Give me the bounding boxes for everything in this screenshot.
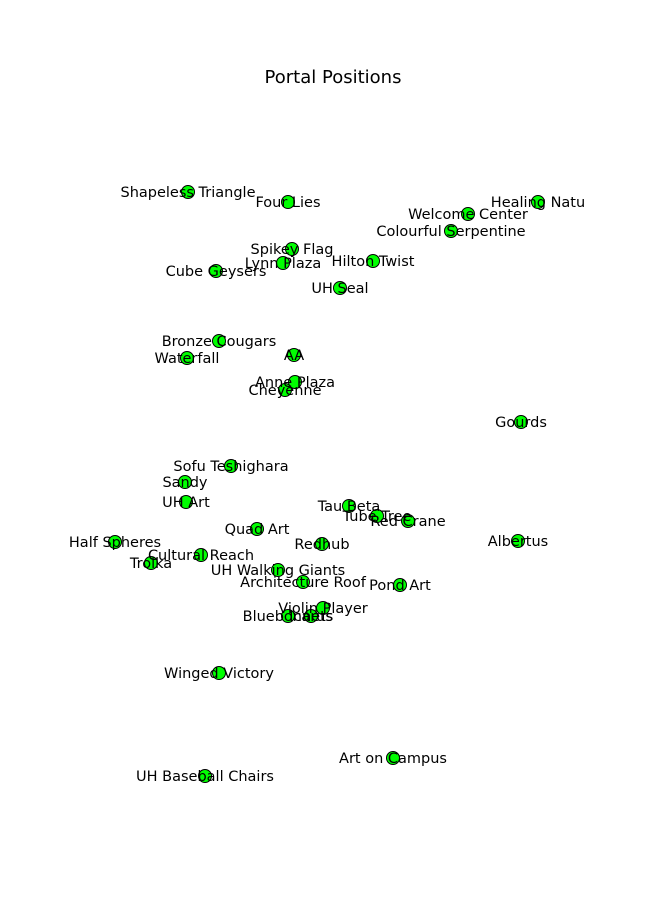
scatter-point [194, 548, 208, 562]
scatter-point [366, 254, 380, 268]
scatter-point [444, 224, 458, 238]
point-label: Redhub [294, 537, 349, 553]
point-label: Four Lies [255, 195, 320, 211]
scatter-point [198, 769, 212, 783]
point-label: Tube Tree [342, 509, 412, 525]
point-label: Anne Plaza [255, 375, 335, 391]
point-label: UH Baseball Chairs [136, 769, 274, 785]
scatter-point [514, 415, 528, 429]
point-label: Pond Art [369, 578, 431, 594]
point-label: Healing Natu [491, 195, 585, 211]
point-label: Cultural Reach [148, 548, 254, 564]
point-label: AA [284, 348, 304, 364]
scatter-point [304, 609, 318, 623]
point-label: Bronze Cougars [162, 334, 277, 350]
scatter-point [401, 514, 415, 528]
point-label: Albertus [488, 534, 548, 550]
scatter-point [278, 383, 292, 397]
scatter-point [108, 535, 122, 549]
scatter-point [180, 351, 194, 365]
scatter-point [209, 264, 223, 278]
point-label: UH Art [162, 495, 210, 511]
point-label: Gourds [495, 415, 547, 431]
scatter-point [276, 256, 290, 270]
point-label: UH Seal [311, 281, 368, 297]
scatter-point [288, 375, 302, 389]
scatter-point [250, 522, 264, 536]
point-label: Architecture Roof [240, 575, 367, 591]
scatter-point [212, 666, 226, 680]
scatter-point [287, 348, 301, 362]
point-label: Violin Player [278, 601, 368, 617]
scatter-point [333, 281, 347, 295]
chart-title: Portal Positions [265, 67, 402, 88]
scatter-point [179, 495, 193, 509]
scatter-point [316, 601, 330, 615]
scatter-point [144, 556, 158, 570]
point-label: UH Walking Giants [211, 563, 345, 579]
point-label: Spikey Flag [251, 242, 334, 258]
point-label: Troika [129, 556, 172, 572]
scatter-point [224, 459, 238, 473]
points-layer: UH Baseball Chairs Art on Campus Winged Vi… [69, 185, 585, 785]
scatter-point [178, 475, 192, 489]
point-label: Art on Campus [339, 751, 447, 767]
point-label: Sandy [162, 475, 207, 491]
point-label: Waterfall [155, 351, 220, 367]
point-label: Quad Art [225, 522, 290, 538]
scatter-point [296, 575, 310, 589]
point-label: Winged Victory [164, 666, 274, 682]
scatter-point [181, 185, 195, 199]
scatter-point [315, 537, 329, 551]
point-label: Cheyenne [248, 383, 321, 399]
point-label: Red Crane [370, 514, 445, 530]
point-label: Hilton Twist [332, 254, 415, 270]
point-label: Welcome Center [408, 207, 528, 223]
scatter-point [511, 534, 525, 548]
scatter-point [342, 499, 356, 513]
scatter-point [212, 334, 226, 348]
point-label: Icarus [289, 609, 333, 625]
scatter-point [285, 242, 299, 256]
point-label: Lynn Plaza [245, 256, 321, 272]
point-label: Half Spheres [69, 535, 161, 551]
scatter-point [370, 509, 384, 523]
point-label: Colourful Serpentine [376, 224, 525, 240]
scatter-point [386, 751, 400, 765]
scatter-point [531, 195, 545, 209]
point-label: Shapeless Triangle [120, 185, 255, 201]
scatter-point [271, 563, 285, 577]
scatter-point [281, 195, 295, 209]
scatter-point [281, 609, 295, 623]
point-label: Sofu Teshighara [173, 459, 288, 475]
scatter-point [461, 207, 475, 221]
point-label: Bluebonnets [243, 609, 334, 625]
point-label: Cube Geysers [166, 264, 267, 280]
point-label: Tau Beta [317, 499, 381, 515]
scatter-point [393, 578, 407, 592]
